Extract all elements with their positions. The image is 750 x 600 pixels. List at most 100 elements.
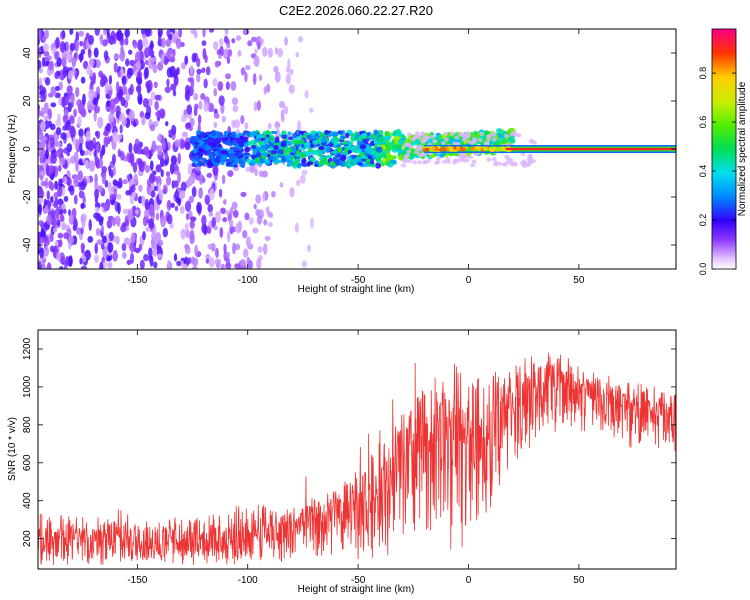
spectrogram-cell: [199, 151, 204, 157]
spectrogram-cell: [128, 142, 133, 154]
spectrogram-cell: [191, 52, 197, 63]
spectrogram-cell: [266, 83, 271, 93]
spectrogram-cell: [278, 149, 284, 155]
spectrogram-cell: [155, 212, 160, 221]
y-tick-label: 600: [22, 454, 33, 471]
spectrogram-cell: [171, 124, 177, 136]
spectrogram-cell: [292, 132, 298, 139]
spectrogram-cell: [58, 266, 64, 269]
spectrogram-cell: [240, 258, 246, 268]
spectrogram-cell: [416, 160, 422, 165]
spectrogram-cell: [256, 100, 262, 111]
y-tick-label: 1200: [22, 337, 33, 360]
spectrogram-cell: [496, 128, 503, 134]
spectrogram-cell: [267, 122, 272, 130]
spectrogram-cell: [38, 29, 42, 40]
spectrogram-cell: [422, 137, 428, 142]
spectrogram-cell: [213, 113, 220, 119]
spectrogram-cell: [172, 48, 176, 58]
spectrogram-cell: [248, 217, 254, 225]
spectrogram-cell: [60, 132, 67, 140]
spectrogram-cell: [162, 184, 168, 194]
spectrogram-cell: [115, 105, 121, 114]
spectrogram-cell: [231, 97, 239, 106]
spectrogram-cell: [108, 181, 112, 193]
spectrogram-cell: [189, 233, 195, 245]
spectrogram-cell: [44, 204, 49, 213]
spectrogram-cell: [150, 190, 156, 198]
spectrogram-cell: [410, 137, 416, 142]
spectrogram-cell: [157, 144, 163, 156]
spectrogram-cell: [205, 66, 211, 76]
spectrogram-cell: [116, 134, 123, 140]
spectrogram-cell: [165, 39, 172, 47]
spectrogram-cell: [500, 146, 506, 150]
spectrogram-cell: [136, 71, 141, 78]
snr-x-ticks: -150 -100 -50 0 50: [127, 330, 585, 586]
spectrogram-cell: [80, 227, 84, 235]
spectrogram-cell: [190, 76, 195, 89]
spectrogram-cell: [245, 158, 252, 164]
spectrogram-cell: [63, 208, 67, 215]
spectrogram-cell: [496, 147, 502, 151]
spectrogram-cell: [454, 135, 460, 140]
spectrogram-cell: [253, 59, 259, 66]
spectrogram-cell: [43, 115, 50, 121]
spectrogram-cell: [54, 180, 59, 190]
spectrogram-cell: [336, 146, 343, 153]
spectrogram-cell: [212, 164, 219, 177]
spectrogram-cell: [240, 161, 246, 166]
spectrogram-cell: [50, 154, 57, 165]
spectrogram-cell: [245, 65, 251, 71]
spectrogram-cell: [520, 152, 526, 157]
spectrogram-cell: [73, 194, 78, 205]
spectrogram-cell: [38, 143, 42, 154]
spectrogram-cell: [274, 47, 279, 55]
x-tick-label: 0: [466, 275, 472, 286]
spectrogram-cell: [222, 216, 228, 223]
spectrogram-cell: [189, 64, 194, 76]
spectrogram-cell: [264, 235, 271, 242]
spectrogram-cell: [197, 160, 203, 167]
spectrogram-cell: [155, 164, 162, 173]
spectrogram-cell: [196, 68, 202, 75]
spectrogram-cell: [230, 159, 236, 163]
spectrogram-cell: [438, 153, 445, 158]
spectrogram-cell: [77, 170, 83, 182]
spectrogram-cell: [66, 177, 72, 187]
y-tick-label: 40: [22, 47, 33, 59]
spectrogram-cell: [231, 38, 236, 44]
spectrogram-cell: [259, 159, 265, 164]
spectrogram-cell: [288, 136, 294, 141]
spectrogram-cell: [101, 73, 106, 83]
spectrogram-cell: [188, 195, 195, 203]
spectrogram-cell: [529, 138, 535, 143]
spectrogram-cell: [290, 140, 296, 145]
spectrogram-cell: [294, 222, 299, 233]
spectrogram-cell: [225, 262, 232, 269]
spectrogram-cell: [258, 74, 263, 82]
spectrogram-cell: [143, 253, 149, 262]
spectrogram-cell: [137, 39, 144, 52]
spectrogram-cell: [166, 48, 173, 60]
spectrogram-cell: [422, 148, 428, 152]
spectrogram-cell: [252, 227, 259, 234]
colorbar-label: Normalized spectral amplitude: [737, 81, 748, 216]
spectrogram-cell: [191, 186, 197, 198]
spectrogram-cell: [271, 131, 278, 135]
spectrogram-cell: [55, 118, 62, 127]
spectrogram-cell: [54, 71, 60, 80]
spectrogram-cell: [153, 261, 158, 269]
spectrogram-cell: [177, 197, 182, 207]
spectrogram-cell: [116, 29, 123, 42]
spectrogram-cell: [145, 226, 151, 232]
spectrogram-cell: [323, 156, 328, 163]
spectrogram-cell: [43, 102, 49, 115]
spectrogram-cell: [112, 249, 118, 262]
spectrogram-cell: [361, 155, 367, 160]
spectrogram-cell: [217, 81, 224, 92]
spectrogram-cell: [380, 151, 388, 155]
spectrogram-cell: [73, 53, 77, 59]
spectrogram-cell: [111, 153, 116, 165]
spectrogram-cell: [244, 71, 248, 83]
